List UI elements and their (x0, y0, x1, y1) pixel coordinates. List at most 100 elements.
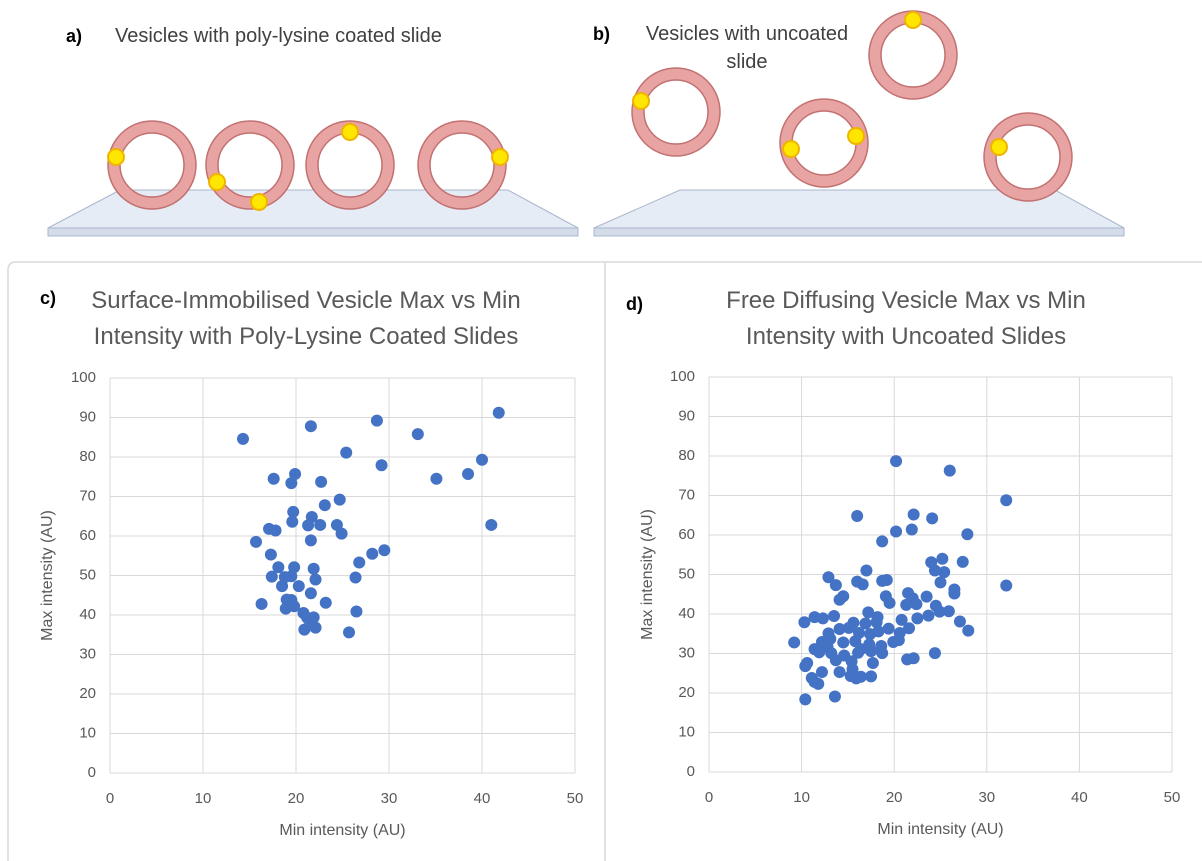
point (302, 519, 315, 532)
y-tick-label: 80 (678, 447, 695, 464)
point (378, 544, 391, 557)
point (866, 656, 879, 669)
x-tick-label: 0 (106, 790, 114, 807)
point (292, 580, 305, 593)
point (335, 527, 348, 540)
point (370, 414, 383, 427)
chart: c) Surface-Immobilised Vesicle Max vs Min… (39, 287, 583, 839)
point (833, 666, 846, 679)
diagram-label: a) (66, 26, 82, 46)
x-tick-label: 20 (886, 789, 903, 806)
diagram-caption: Vesicles with uncoated (646, 23, 848, 45)
point (837, 636, 850, 649)
point (910, 598, 923, 611)
x-tick-label: 40 (474, 790, 491, 807)
point (933, 605, 946, 618)
point (934, 576, 947, 589)
point (948, 587, 961, 600)
y-tick-label: 70 (678, 486, 695, 503)
x-tick-label: 10 (195, 790, 212, 807)
panel-borders (7, 261, 1202, 861)
x-tick-label: 50 (567, 790, 584, 807)
point (304, 587, 317, 600)
point (862, 606, 875, 619)
point (842, 621, 855, 634)
point (928, 564, 941, 577)
point (911, 612, 924, 625)
point (928, 647, 941, 660)
point (926, 512, 939, 525)
panel-label: d) (626, 294, 643, 314)
point (269, 524, 282, 537)
point (289, 467, 302, 480)
point (816, 612, 829, 625)
point (942, 605, 955, 618)
point (318, 499, 331, 512)
point (895, 613, 908, 626)
point (350, 605, 363, 618)
point (953, 615, 966, 628)
x-tick-label: 30 (381, 790, 398, 807)
y-tick-label: 40 (678, 605, 695, 622)
point (822, 571, 835, 584)
point (905, 523, 918, 536)
point (854, 643, 867, 656)
y-axis-title: Max intensity (AU) (39, 510, 56, 641)
chart-title: Intensity with Poly-Lysine Coated Slides (94, 323, 519, 350)
x-tick-label: 0 (705, 789, 713, 806)
point (309, 573, 322, 586)
point (276, 580, 289, 593)
panel-label: c) (40, 288, 56, 308)
y-tick-label: 90 (79, 408, 96, 425)
vesicles-b (631, 10, 1073, 202)
point (304, 420, 317, 433)
chart-title: Surface-Immobilised Vesicle Max vs Min (91, 287, 520, 314)
point (430, 472, 443, 485)
point (492, 406, 505, 419)
y-tick-label: 60 (678, 526, 695, 543)
point (876, 647, 889, 660)
point (920, 590, 933, 603)
point (865, 645, 878, 658)
point (375, 459, 388, 472)
point (856, 578, 869, 591)
x-tick-label: 30 (978, 789, 995, 806)
point (900, 598, 913, 611)
point (828, 609, 841, 622)
y-tick-label: 40 (79, 606, 96, 623)
diagram-caption: Vesicles with poly-lysine coated slide (115, 25, 442, 47)
point (833, 593, 846, 606)
point (936, 552, 949, 565)
point (285, 570, 298, 583)
point (272, 561, 285, 574)
y-tick-label: 60 (79, 527, 96, 544)
point (833, 623, 846, 636)
point (943, 464, 956, 477)
point (922, 609, 935, 622)
point (314, 518, 327, 531)
y-tick-label: 30 (79, 645, 96, 662)
chart-title: Intensity with Uncoated Slides (746, 323, 1066, 350)
panel-border (7, 261, 1202, 861)
point (812, 677, 825, 690)
point (340, 446, 353, 459)
point (801, 656, 814, 669)
point (307, 562, 320, 575)
point (366, 547, 379, 560)
point (788, 636, 801, 649)
chart-title: Free Diffusing Vesicle Max vs Min (726, 287, 1086, 314)
y-tick-label: 90 (678, 407, 695, 424)
diagram-label: b) (593, 24, 610, 44)
vesicle-diagrams (47, 10, 1125, 237)
point (315, 475, 328, 488)
point (876, 535, 889, 548)
point (846, 663, 859, 676)
point (1000, 579, 1013, 592)
point (288, 561, 301, 574)
point (890, 455, 903, 468)
point (880, 574, 893, 587)
point (267, 472, 280, 485)
point (829, 654, 842, 667)
y-tick-label: 10 (79, 724, 96, 741)
point (815, 666, 828, 679)
